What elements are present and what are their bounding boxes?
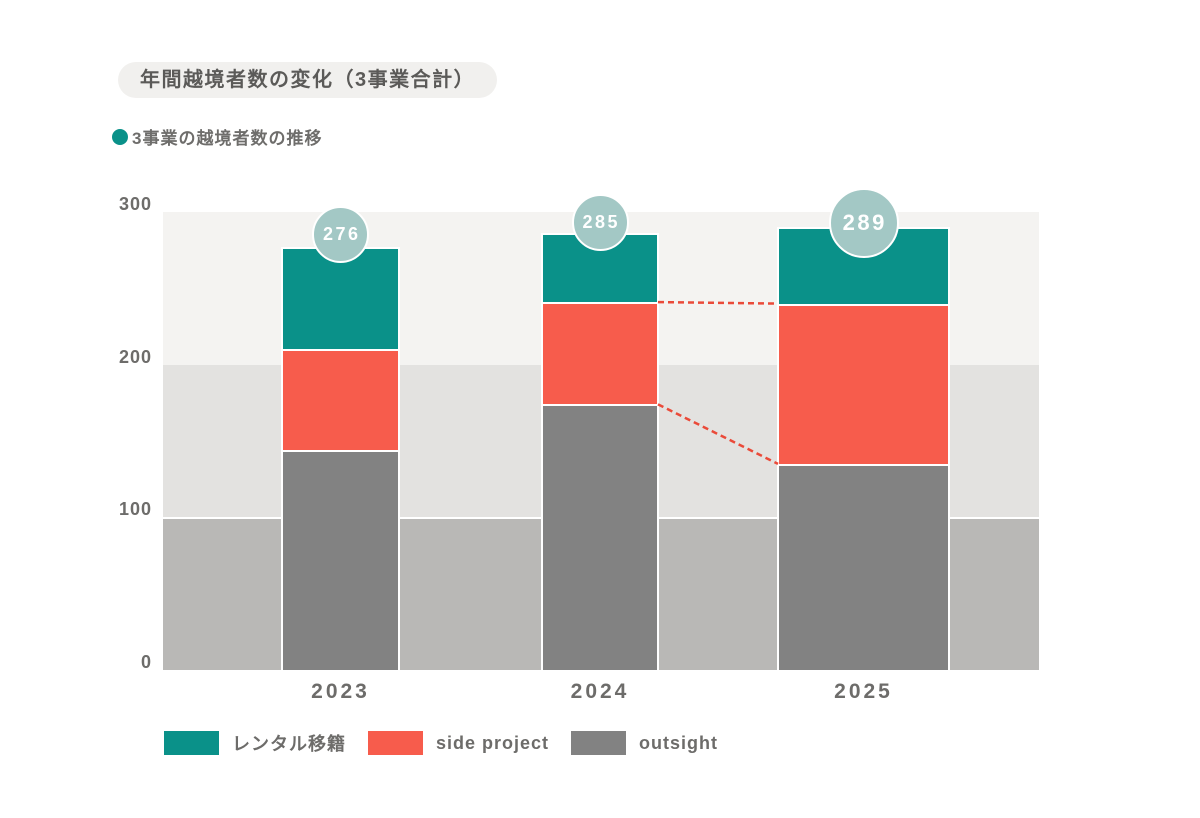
y-tick-100: 100: [118, 499, 152, 520]
y-tick-200: 200: [118, 346, 152, 367]
bar-segment-outsight-2024: [543, 404, 657, 670]
legend-label: side project: [436, 732, 550, 753]
bullet-dot-icon: [112, 128, 128, 145]
legend-swatch-icon: [368, 731, 423, 755]
page-title-label: 年間越境者数の変化（3事業合計）: [140, 69, 476, 91]
legend-label: レンタル移籍: [232, 734, 346, 754]
y-tick-300: 300: [118, 194, 152, 214]
total-bubble-2023: 276: [312, 206, 369, 264]
bar-segment-side project-2025: [779, 303, 948, 464]
plot-area: 276 285 289: [163, 187, 1039, 670]
legend-item-outsight: outsight: [571, 731, 718, 755]
chart-subtitle: 3事業の越境者数の推移: [112, 124, 322, 149]
legend-swatch-icon: [164, 731, 219, 755]
x-tick-2023: 2023: [311, 680, 370, 703]
page-title: 年間越境者数の変化（3事業合計）: [118, 62, 498, 98]
legend-label: outsight: [639, 732, 719, 753]
bar-segment-outsight-2023: [283, 450, 398, 670]
chart-subtitle-label: 3事業の越境者数の推移: [132, 129, 323, 148]
total-bubble-2024: 285: [571, 194, 629, 252]
x-tick-2025: 2025: [834, 680, 893, 703]
bar-segment-レンタル移籍-2023: [283, 248, 398, 350]
legend-swatch-icon: [571, 731, 627, 755]
legend-item-side project: side project: [368, 731, 549, 755]
x-tick-2024: 2024: [570, 680, 630, 703]
legend-item-レンタル移籍: レンタル移籍: [164, 730, 346, 756]
total-bubble-2025: 289: [828, 187, 899, 258]
bar-segment-outsight-2025: [779, 463, 948, 670]
y-tick-0: 0: [140, 652, 152, 672]
legend: レンタル移籍 side project outsight: [164, 730, 718, 756]
bar-segment-side project-2023: [283, 349, 398, 451]
bar-segment-side project-2024: [543, 302, 657, 405]
